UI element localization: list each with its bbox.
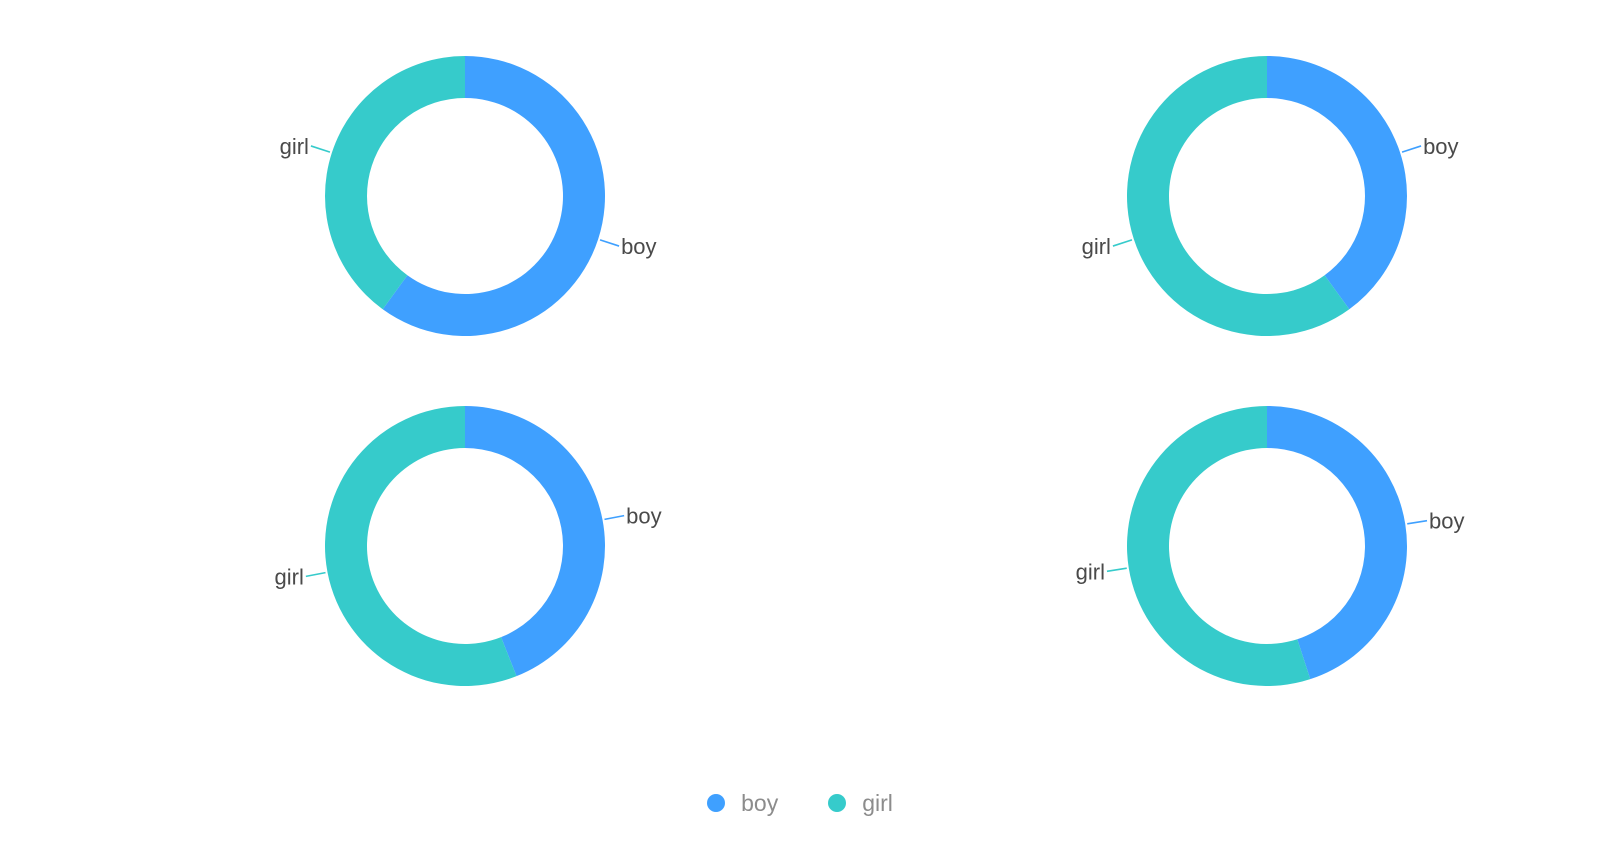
- slice-boy[interactable]: [1267, 56, 1407, 310]
- slice-label-girl: girl: [275, 564, 304, 589]
- slice-label-boy: boy: [626, 504, 661, 529]
- slice-label-boy: boy: [621, 234, 656, 259]
- leader-line-girl: [310, 145, 331, 153]
- leader-line-girl: [1106, 567, 1127, 573]
- slice-label-girl: girl: [280, 134, 309, 159]
- donut-chart-3: boy girl: [275, 406, 662, 687]
- donut-chart-1: boy girl: [280, 56, 657, 336]
- legend-boy-label: boy: [741, 789, 779, 816]
- slice-boy[interactable]: [465, 406, 605, 677]
- slice-girl[interactable]: [325, 56, 465, 310]
- slice-label-boy: boy: [1423, 134, 1458, 159]
- leader-line-boy: [1407, 519, 1428, 525]
- slice-label-girl: girl: [1076, 559, 1105, 584]
- slice-label-girl: girl: [1082, 234, 1111, 259]
- leader-line-boy: [604, 514, 625, 521]
- slice-label-boy: boy: [1429, 509, 1464, 534]
- leader-line-girl: [1112, 239, 1133, 247]
- slice-boy[interactable]: [1267, 406, 1407, 680]
- legend-girl-marker: [828, 794, 847, 812]
- legend: boy girl: [0, 785, 1600, 821]
- leader-line-girl: [305, 571, 326, 578]
- legend-item-girl[interactable]: girl: [828, 790, 893, 817]
- slice-girl[interactable]: [324, 406, 517, 687]
- slice-girl[interactable]: [1127, 56, 1350, 336]
- slice-boy[interactable]: [382, 56, 605, 336]
- donut-chart-4: boy girl: [1076, 406, 1464, 686]
- donut-chart-2: boy girl: [1082, 56, 1459, 336]
- legend-item-boy[interactable]: boy: [707, 790, 778, 817]
- legend-girl-label: girl: [862, 789, 893, 816]
- slice-girl[interactable]: [1126, 406, 1311, 686]
- leader-line-boy: [1401, 145, 1422, 153]
- legend-boy-marker: [707, 794, 726, 812]
- leader-line-boy: [599, 239, 620, 247]
